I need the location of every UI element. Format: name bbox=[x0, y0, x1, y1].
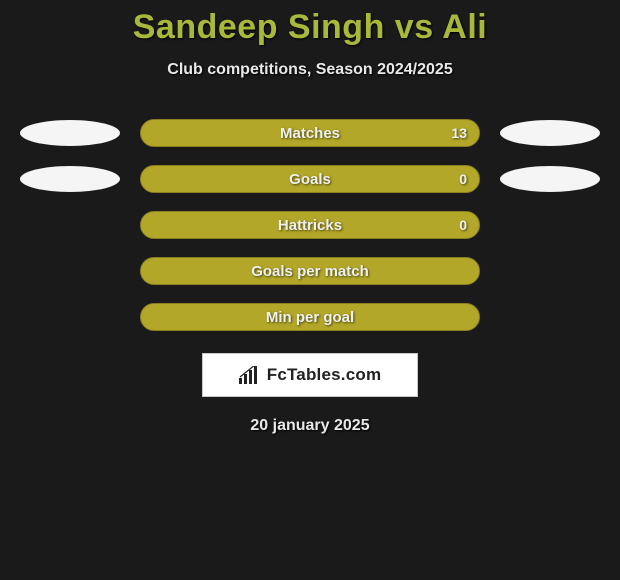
stats-rows: Matches 13 Goals 0 Hattricks 0 Goal bbox=[0, 119, 620, 331]
stat-label: Goals bbox=[289, 171, 331, 188]
stat-label: Goals per match bbox=[251, 263, 369, 280]
source-logo: FcTables.com bbox=[202, 353, 418, 397]
right-value-ellipse bbox=[500, 120, 600, 146]
left-value-ellipse bbox=[20, 120, 120, 146]
stat-label: Min per goal bbox=[266, 309, 354, 326]
stat-value-right: 13 bbox=[451, 125, 467, 141]
left-value-ellipse bbox=[20, 166, 120, 192]
stat-value-right: 0 bbox=[459, 217, 467, 233]
chart-icon bbox=[239, 366, 261, 384]
stat-label: Hattricks bbox=[278, 217, 342, 234]
stat-bar: Goals 0 bbox=[140, 165, 480, 193]
page-title: Sandeep Singh vs Ali bbox=[0, 8, 620, 47]
stat-row: Min per goal bbox=[0, 303, 620, 331]
subtitle: Club competitions, Season 2024/2025 bbox=[0, 61, 620, 79]
stat-value-right: 0 bbox=[459, 171, 467, 187]
stat-row: Goals per match bbox=[0, 257, 620, 285]
date-label: 20 january 2025 bbox=[0, 417, 620, 435]
stat-bar: Min per goal bbox=[140, 303, 480, 331]
stat-label: Matches bbox=[280, 125, 340, 142]
logo-text: FcTables.com bbox=[267, 365, 382, 385]
stat-row: Matches 13 bbox=[0, 119, 620, 147]
stat-bar: Matches 13 bbox=[140, 119, 480, 147]
comparison-card: Sandeep Singh vs Ali Club competitions, … bbox=[0, 0, 620, 435]
stat-row: Hattricks 0 bbox=[0, 211, 620, 239]
stat-bar: Goals per match bbox=[140, 257, 480, 285]
right-value-ellipse bbox=[500, 166, 600, 192]
stat-bar: Hattricks 0 bbox=[140, 211, 480, 239]
stat-row: Goals 0 bbox=[0, 165, 620, 193]
